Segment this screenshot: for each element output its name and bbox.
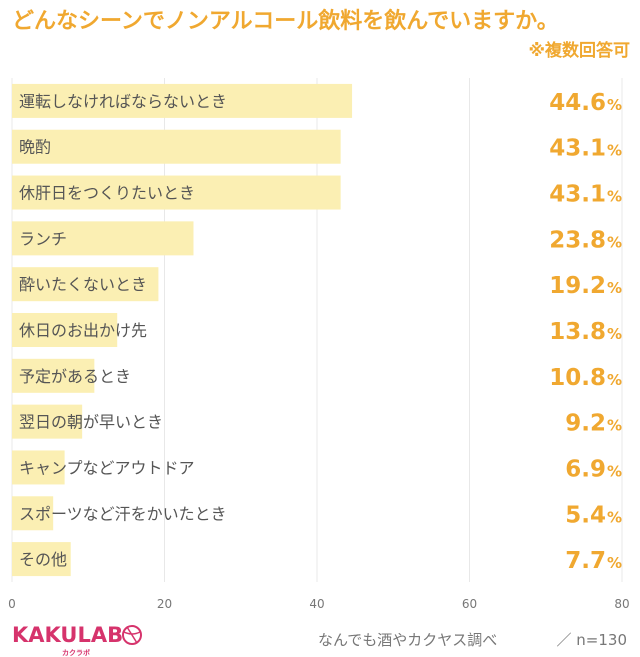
bar (12, 313, 118, 347)
value-label: 5.4% (565, 502, 622, 528)
logo-ball-icon (122, 625, 142, 645)
chart-subtitle: ※複数回答可 (528, 40, 630, 61)
category-label: その他 (19, 550, 67, 569)
value-label: 13.8% (549, 319, 622, 345)
bar (12, 496, 54, 531)
category-label: 休日のお出かけ先 (19, 321, 147, 340)
bars (12, 83, 353, 577)
bar (12, 83, 353, 118)
bar (12, 221, 194, 256)
x-tick-label: 80 (614, 597, 629, 611)
bar (12, 129, 341, 164)
category-label: 運転しなければならないとき (19, 92, 227, 111)
value-label: 44.6% (549, 90, 622, 116)
value-labels: 44.6% 43.1% 43.1% 23.8% 19.2% 13.8% 10.8% 9.2% 6… (549, 90, 622, 574)
value-label: 23.8% (549, 227, 622, 253)
footer-source: なんでも酒やカクヤス調べ (318, 631, 497, 649)
bar (12, 267, 159, 302)
x-tick-label: 0 (8, 597, 16, 611)
bar (12, 358, 95, 393)
category-label: 翌日の朝が早いとき (19, 413, 163, 432)
x-tick-label: 20 (157, 597, 172, 611)
value-label: 10.8% (549, 365, 622, 391)
x-tick-label: 60 (462, 597, 477, 611)
logo-text: KAKULAB (12, 623, 123, 647)
category-label: ランチ (19, 229, 67, 248)
value-label: 6.9% (565, 456, 622, 482)
value-label: 7.7% (565, 548, 622, 574)
logo: KAKULAB カクラボ (12, 623, 142, 657)
category-label: 休肝日をつくりたいとき (19, 184, 195, 203)
chart-title: どんなシーンでノンアルコール飲料を飲んでいますか。 (12, 8, 559, 34)
value-label: 43.1% (549, 182, 622, 208)
category-label: 酔いたくないとき (19, 275, 147, 294)
category-label: 予定があるとき (19, 367, 131, 386)
bar (12, 450, 65, 485)
category-label: 晩酌 (19, 138, 51, 157)
x-tick-label: 40 (309, 597, 324, 611)
logo-ball-seam-icon (123, 626, 141, 644)
bar (12, 175, 341, 210)
bar (12, 404, 83, 439)
logo-subtext: カクラボ (62, 648, 90, 657)
category-labels: 運転しなければならないとき晩酌休肝日をつくりたいときランチ酔いたくないとき休日の… (19, 92, 227, 569)
footer-sample-size: ／ n=130 (557, 631, 627, 649)
x-axis-ticks: 0 20 40 60 80 (8, 597, 629, 611)
bar (12, 542, 71, 577)
category-label: スポーツなど汗をかいたとき (19, 504, 227, 523)
category-label: キャンプなどアウトドア (19, 458, 195, 477)
value-label: 43.1% (549, 136, 622, 162)
value-label: 9.2% (565, 411, 622, 437)
value-label: 19.2% (549, 273, 622, 299)
